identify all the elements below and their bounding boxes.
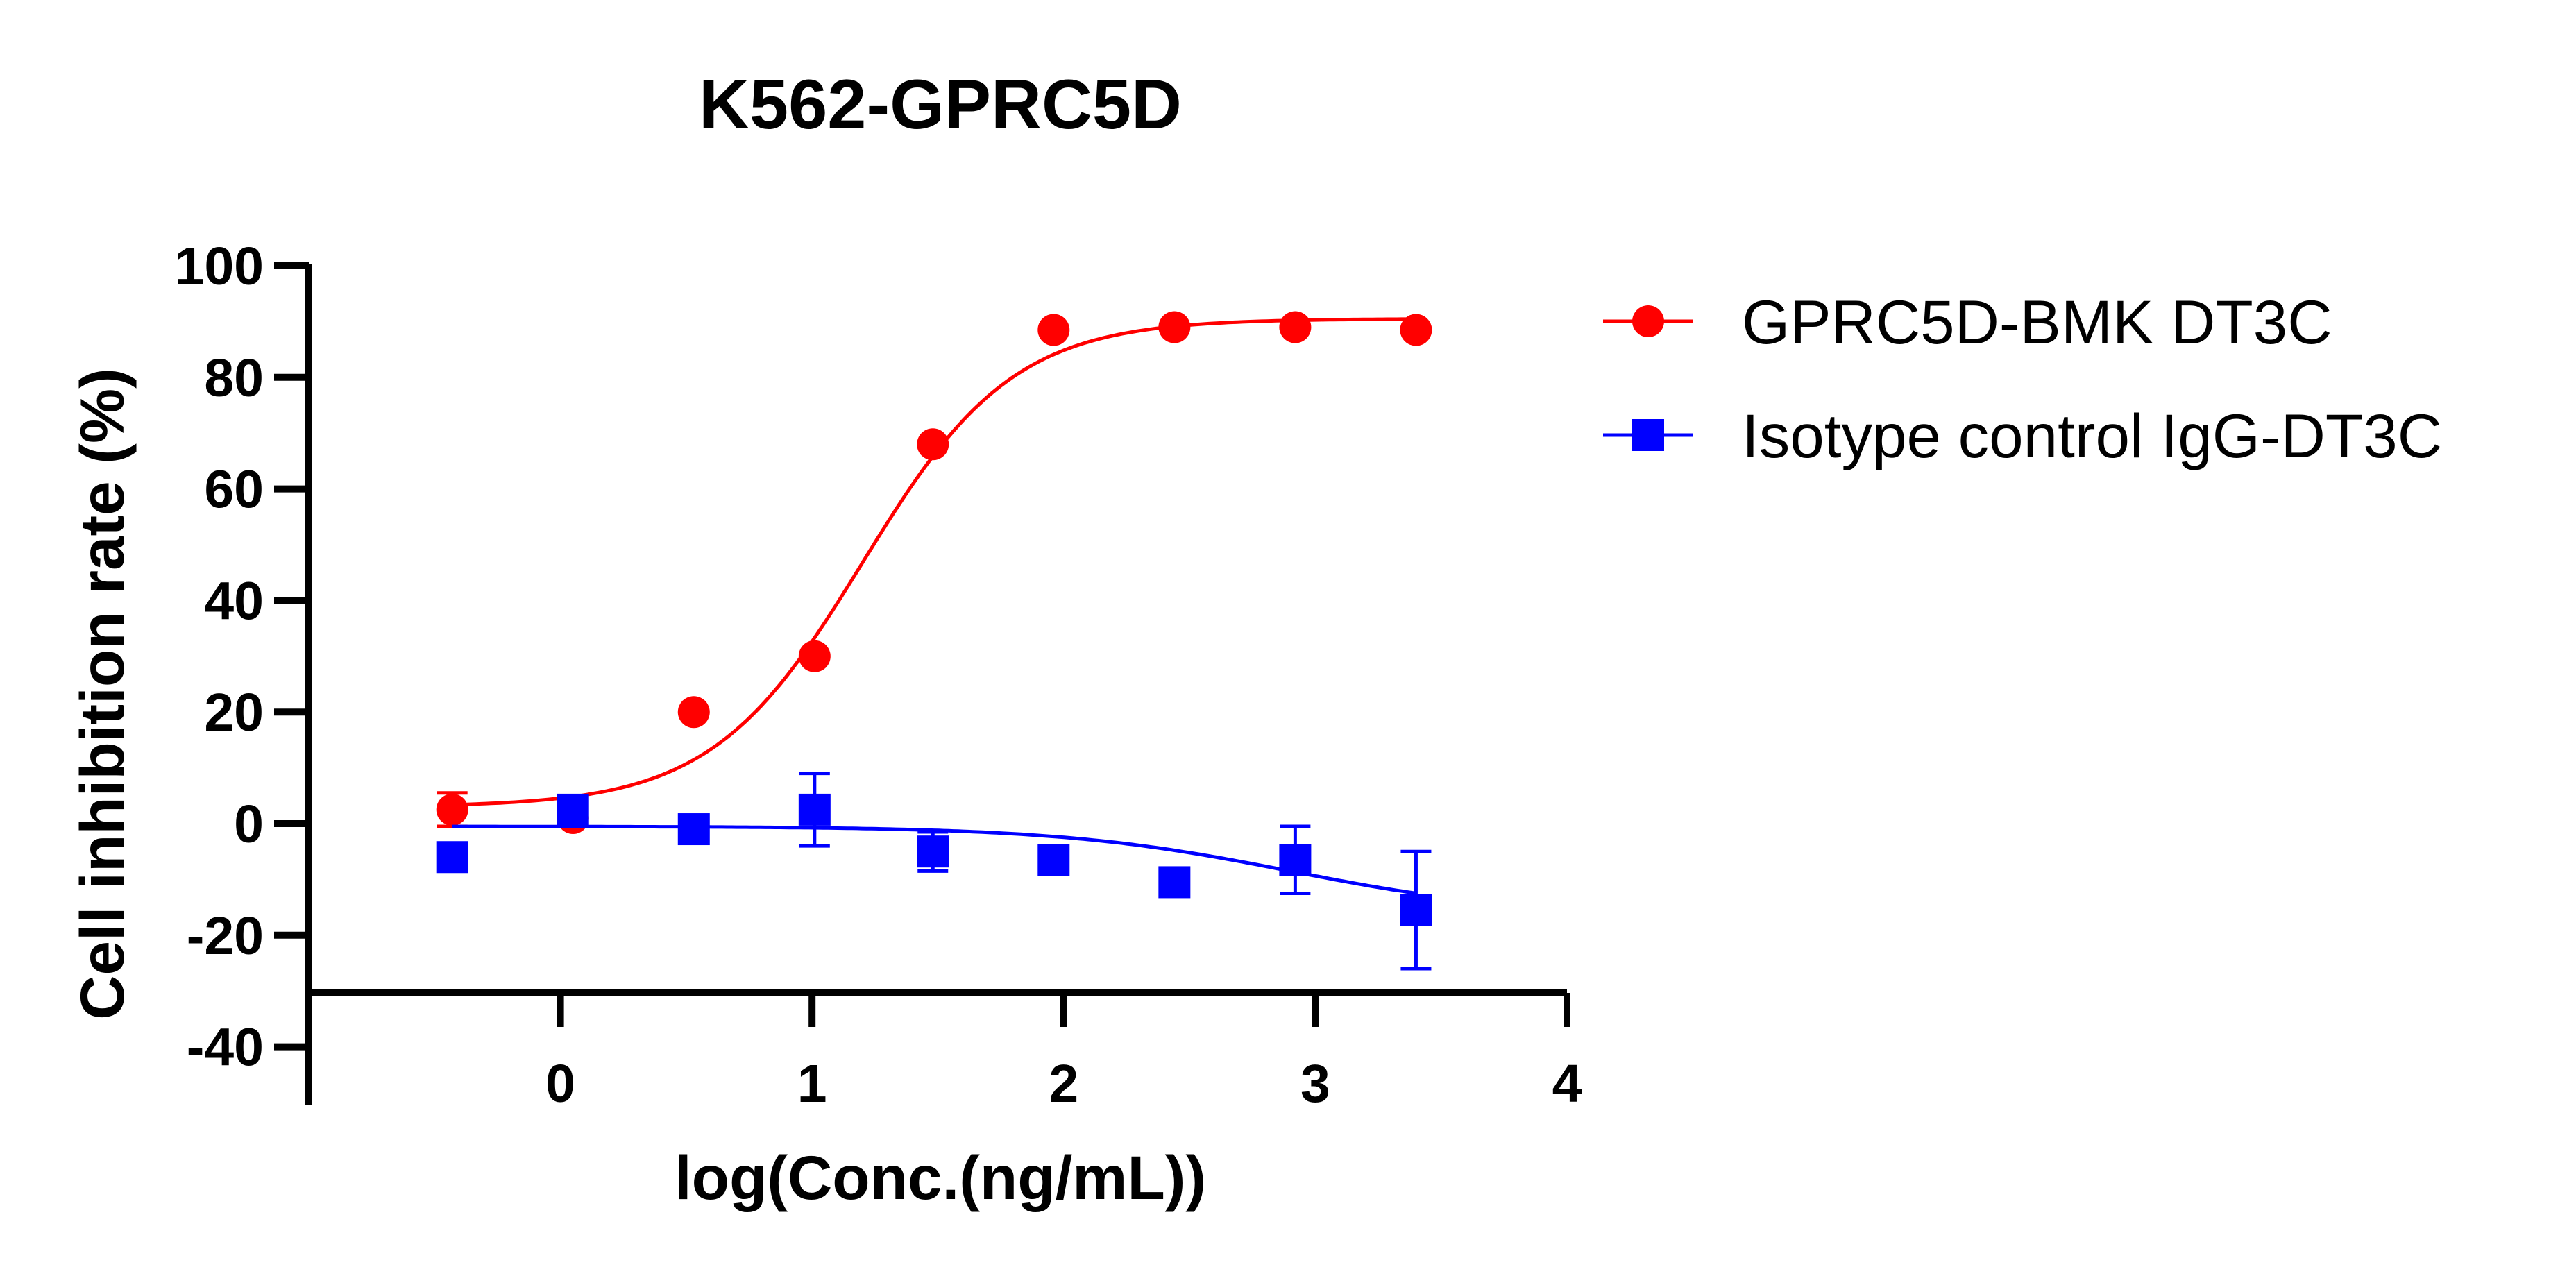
y-tick-label: 0 [234,794,264,854]
data-point [917,835,949,868]
y-ticks: 100 80 60 40 20 0 -20 -40 [175,237,309,1078]
legend-marker-circle [1632,305,1664,337]
x-tick-label: 4 [1552,1054,1582,1114]
data-point [1279,844,1312,876]
legend-label: Isotype control IgG-DT3C [1742,401,2442,470]
y-tick-label: -20 [187,906,264,966]
data-point [436,841,468,874]
data-point [1400,314,1432,346]
data-point [1158,311,1191,343]
data-point [798,793,831,826]
legend: GPRC5D-BMK DT3C Isotype control IgG-DT3C [1603,287,2442,470]
x-tick-label: 0 [545,1054,575,1114]
x-tick-label: 3 [1300,1054,1330,1114]
data-point [1279,311,1312,343]
y-tick-label: 40 [204,571,264,631]
x-tick-label: 1 [797,1054,827,1114]
legend-label: GPRC5D-BMK DT3C [1742,287,2332,357]
fit-curve [452,317,1416,807]
x-ticks: 0 1 2 3 4 [545,993,1582,1114]
y-tick-label: 80 [204,348,264,408]
x-tick-label: 2 [1049,1054,1078,1114]
legend-item-2: Isotype control IgG-DT3C [1603,401,2442,470]
data-point [798,640,831,672]
chart-title: K562-GPRC5D [699,66,1182,144]
data-point [557,793,589,826]
data-point [1158,866,1191,899]
y-axis-label: Cell inhibition rate (%) [67,368,137,1019]
series-1 [436,311,1432,834]
x-axis-label: log(Conc.(ng/mL)) [675,1143,1206,1212]
axes: 100 80 60 40 20 0 -20 -40 0 1 2 3 4 [175,237,1582,1114]
data-point [1037,314,1070,346]
data-point [1400,894,1432,926]
series-2 [436,772,1432,971]
y-tick-label: 20 [204,683,264,742]
y-tick-label: 100 [175,237,264,296]
data-point [677,813,710,846]
data-point [677,696,710,729]
data-point [436,793,468,826]
legend-item-1: GPRC5D-BMK DT3C [1603,287,2332,357]
data-point [917,428,949,461]
y-tick-label: -40 [187,1018,264,1078]
y-tick-label: 60 [204,460,264,520]
data-point [1037,844,1070,876]
legend-marker-square [1632,419,1664,451]
plot-area [436,311,1432,971]
